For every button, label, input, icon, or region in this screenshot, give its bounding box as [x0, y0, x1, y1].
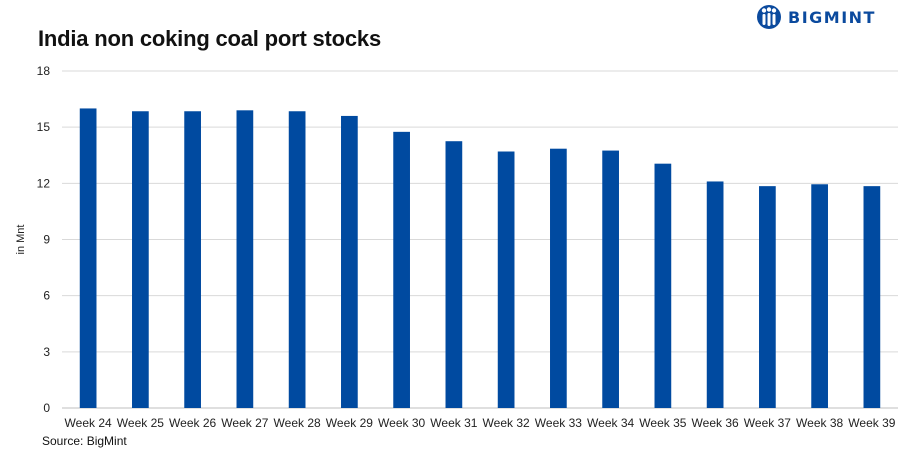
x-tick-label: Week 35	[639, 416, 686, 430]
bar	[132, 111, 149, 408]
y-tick-label: 12	[37, 176, 51, 190]
x-tick-label: Week 33	[535, 416, 582, 430]
x-tick-label: Week 31	[430, 416, 477, 430]
y-axis-label: in Mnt	[15, 225, 27, 255]
bar	[811, 184, 828, 408]
bar	[759, 186, 776, 408]
bar	[863, 186, 881, 408]
bar	[79, 108, 97, 408]
x-tick-label: Week 38	[796, 416, 843, 430]
source-note: Source: BigMint	[42, 434, 127, 448]
bar	[236, 110, 254, 409]
chart-title: India non coking coal port stocks	[38, 26, 382, 51]
bar	[445, 141, 463, 409]
x-tick-label: Week 26	[169, 416, 216, 430]
bar	[706, 181, 724, 408]
x-tick-label: Week 34	[587, 416, 634, 430]
x-tick-label: Week 28	[274, 416, 321, 430]
x-tick-label: Week 37	[744, 416, 791, 430]
bigmint-logo-icon	[757, 5, 781, 29]
x-tick-label: Week 29	[326, 416, 373, 430]
bar	[184, 111, 201, 408]
y-tick-label: 6	[43, 289, 50, 303]
y-tick-label: 3	[43, 345, 50, 359]
x-tick-label: Week 36	[692, 416, 739, 430]
brand-logo: BIGMINT	[756, 2, 876, 32]
y-tick-label: 15	[37, 120, 51, 134]
y-tick-label: 18	[37, 64, 51, 78]
bar	[550, 148, 567, 409]
bar	[393, 131, 410, 408]
x-tick-label: Week 39	[848, 416, 895, 430]
bar	[602, 150, 619, 408]
bar	[288, 111, 306, 408]
y-tick-label: 9	[43, 233, 50, 247]
x-tick-label: Week 30	[378, 416, 425, 430]
bar	[341, 115, 358, 408]
x-tick-label: Week 27	[221, 416, 268, 430]
bar	[654, 163, 672, 408]
y-tick-label: 0	[43, 401, 50, 415]
brand-name: BIGMINT	[788, 7, 876, 27]
x-tick-label: Week 25	[117, 416, 164, 430]
bar	[497, 151, 515, 408]
x-tick-label: Week 24	[65, 416, 112, 430]
x-tick-label: Week 32	[483, 416, 530, 430]
